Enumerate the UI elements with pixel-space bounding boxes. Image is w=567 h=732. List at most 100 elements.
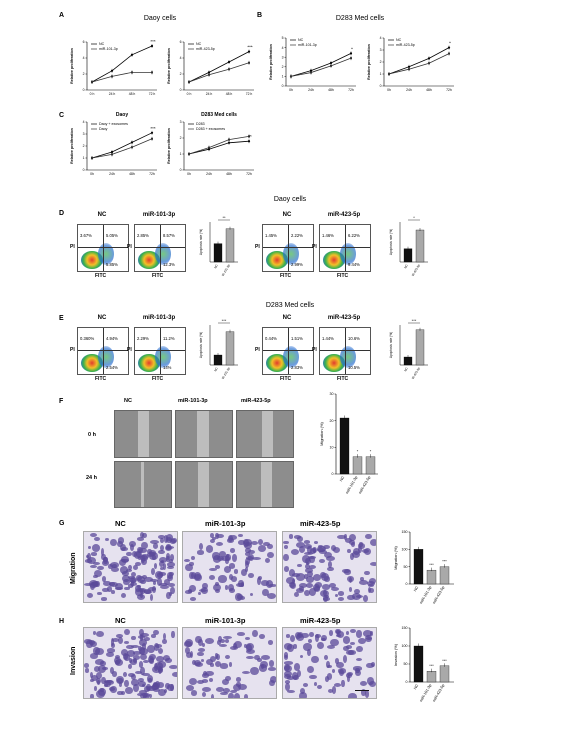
panel-letter-e: E xyxy=(59,315,64,322)
quadrant-percentage: 10.5% xyxy=(348,365,360,370)
x-tick-label: NC xyxy=(213,366,219,372)
stained-cell xyxy=(120,566,128,575)
stained-cell xyxy=(162,563,167,570)
stained-cell xyxy=(342,645,349,651)
stained-cell xyxy=(201,679,209,683)
stained-cell xyxy=(298,586,304,591)
stained-cell xyxy=(359,680,367,686)
y-tick-label: 150 xyxy=(402,530,408,534)
stained-cell xyxy=(214,653,219,659)
x-tick-label: miR-101-3p xyxy=(419,586,432,605)
stained-cell xyxy=(258,539,263,545)
stained-cell xyxy=(356,645,363,652)
stained-cell xyxy=(200,659,205,663)
data-point xyxy=(247,140,251,143)
stained-cell xyxy=(348,650,357,655)
stained-cell xyxy=(185,590,192,594)
stained-cell xyxy=(302,555,310,564)
stained-cell xyxy=(139,692,148,698)
stained-cell xyxy=(151,555,157,560)
cell-population xyxy=(98,346,114,368)
y-tick-label: 100 xyxy=(402,548,408,552)
stained-cell xyxy=(121,575,131,583)
flow-plot: 1.46% 6.22% 9.44% xyxy=(319,224,371,272)
quadrant-gate xyxy=(345,225,346,271)
stained-cell xyxy=(309,565,317,570)
stained-cell xyxy=(364,690,370,698)
stained-cell xyxy=(121,690,126,695)
stained-cell xyxy=(283,565,290,573)
stained-cell xyxy=(84,662,90,668)
data-point xyxy=(228,138,230,141)
stained-cell xyxy=(215,542,224,547)
stained-cell xyxy=(197,651,204,657)
quadrant-percentage: 2.29% xyxy=(137,336,149,341)
stained-cell xyxy=(224,639,230,644)
stained-cell xyxy=(243,693,249,698)
transwell-col-mir101: miR-101-3p xyxy=(205,519,246,528)
x-tick-label: 24 h xyxy=(109,92,116,96)
y-tick-label: 5 xyxy=(282,36,284,40)
series-line-0 xyxy=(290,52,352,77)
stained-cell xyxy=(135,562,142,566)
x-tick-label: NC xyxy=(413,683,419,690)
stained-cell xyxy=(313,584,320,591)
legend-label: miR-423-5p xyxy=(396,43,415,47)
legend-label: Daoy xyxy=(99,127,108,131)
y-tick-label: 1 xyxy=(83,156,85,160)
stained-cell xyxy=(218,635,222,642)
row-label-invasion: Invasion xyxy=(70,646,77,675)
scratch-col-nc: NC xyxy=(124,398,132,404)
stained-cell xyxy=(111,638,120,642)
stained-cell xyxy=(288,581,295,588)
x-tick-label: miR-423-5p xyxy=(410,366,421,379)
stained-cell xyxy=(126,551,133,557)
y-tick-label: 6 xyxy=(180,40,182,44)
stained-cell xyxy=(291,672,299,680)
stained-cell xyxy=(283,655,288,661)
stained-cell xyxy=(354,589,360,595)
bar xyxy=(213,354,223,366)
stained-cell xyxy=(235,677,242,683)
x-tick-label: 24 h xyxy=(206,92,213,96)
stained-cell xyxy=(143,685,150,693)
stained-cell xyxy=(215,589,221,594)
legend-label: miR-101-3p xyxy=(99,47,118,51)
stained-cell xyxy=(139,639,147,646)
quadrant-percentage: 10.6% xyxy=(348,336,360,341)
stained-cell xyxy=(110,638,115,647)
stained-cell xyxy=(151,685,159,690)
stained-cell xyxy=(257,545,266,552)
stained-cell xyxy=(265,557,271,563)
stained-cell xyxy=(267,551,274,558)
stained-cell xyxy=(316,547,325,552)
panel-letter-d: D xyxy=(59,210,65,217)
data-point xyxy=(131,146,133,149)
data-point xyxy=(188,81,190,83)
fitc-axis-label: FITC xyxy=(95,376,107,382)
data-point xyxy=(290,75,292,78)
stained-cell xyxy=(209,539,215,544)
flow-plot: 2.29% 11.2% 14% xyxy=(134,327,186,375)
significance-mark: * xyxy=(351,46,353,51)
stained-cell xyxy=(304,552,313,556)
stained-cell xyxy=(97,565,105,571)
cell-population xyxy=(155,243,171,265)
line-chart-a2: 6 4 2 0 0 h 24 h 48 h 72 h Relative proliferatio… xyxy=(167,40,254,96)
stained-cell xyxy=(191,660,196,666)
y-tick-label: 4 xyxy=(83,120,85,124)
stained-cell xyxy=(128,565,132,571)
stained-cell xyxy=(223,635,232,639)
cell-population xyxy=(81,251,103,269)
y-tick-label: 3 xyxy=(83,132,85,136)
stained-cell xyxy=(128,584,133,589)
stained-cell xyxy=(307,546,312,554)
y-tick-label: 50 xyxy=(404,565,408,569)
scratch-col-mir423: miR-423-5p xyxy=(241,398,271,404)
stained-cell xyxy=(160,584,169,589)
scale-bar xyxy=(355,690,369,691)
x-tick-label: 48 h xyxy=(129,92,136,96)
stained-cell xyxy=(348,587,353,593)
stained-cell xyxy=(229,662,233,667)
stained-cell xyxy=(165,537,173,544)
